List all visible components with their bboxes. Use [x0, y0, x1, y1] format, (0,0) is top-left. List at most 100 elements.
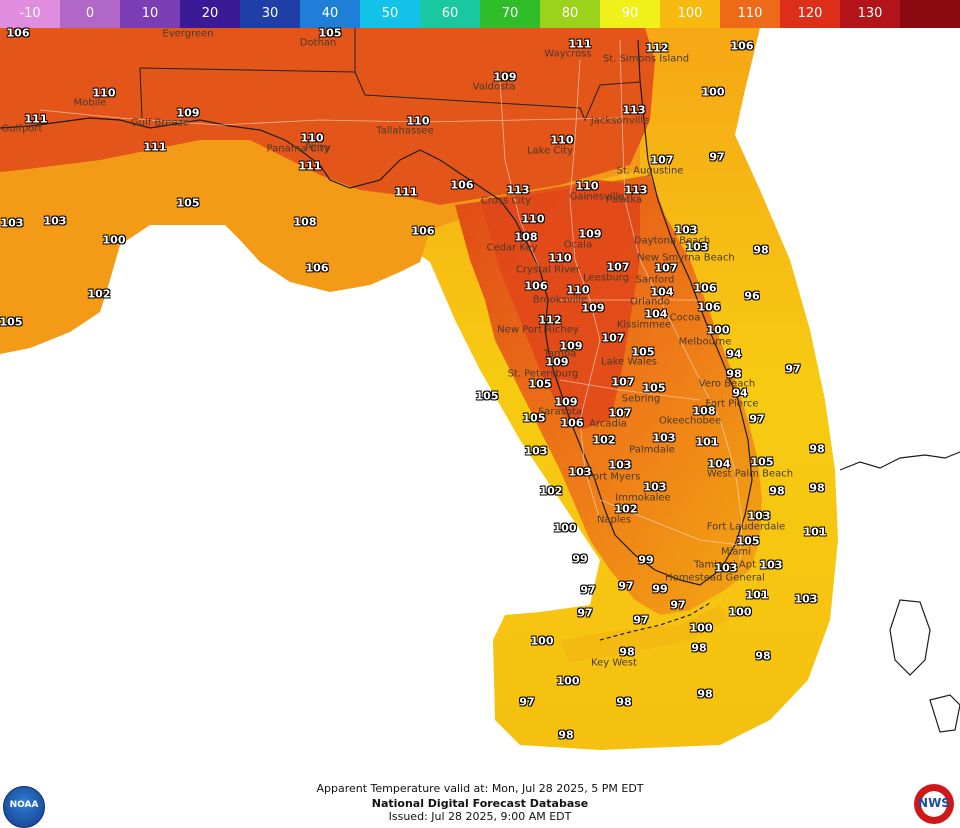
temperature-value: 111	[394, 185, 418, 199]
city-label: Gulf Breeze	[130, 117, 190, 129]
temperature-value: 107	[611, 375, 635, 389]
city-label: Naples	[596, 514, 632, 526]
temperature-value: 106	[450, 178, 474, 192]
temperature-value: 100	[102, 233, 126, 247]
temperature-value: 108	[692, 404, 716, 418]
city-label: Lake City	[526, 145, 574, 157]
temperature-value: 105	[528, 377, 552, 391]
temperature-value: 97	[580, 583, 596, 597]
city-label: Evergreen	[162, 28, 214, 40]
temperature-value: 106	[693, 281, 717, 295]
city-label: Cross City	[480, 195, 532, 207]
temperature-value: 99	[572, 552, 588, 566]
city-label: Crystal River	[515, 264, 581, 276]
temperature-value: 99	[652, 582, 668, 596]
temperature-value: 98	[726, 367, 742, 381]
temperature-value: 102	[592, 433, 616, 447]
city-label: Palmdale	[629, 444, 675, 456]
temperature-value: 109	[554, 395, 578, 409]
temperature-value: 106	[411, 224, 435, 238]
temperature-value: 99	[638, 553, 654, 567]
temperature-value: 109	[581, 301, 605, 315]
temperature-value: 106	[524, 279, 548, 293]
temperature-value: 103	[608, 458, 632, 472]
legend-swatch: 20	[180, 0, 240, 28]
temperature-value: 98	[691, 641, 707, 655]
issued-time-text: Issued: Jul 28 2025, 9:00 AM EDT	[388, 810, 572, 823]
temperature-value: 100	[553, 521, 577, 535]
noaa-logo[interactable]: NOAA	[3, 786, 45, 828]
temperature-value: 109	[545, 355, 569, 369]
temperature-value: 105	[736, 534, 760, 548]
temperature-value: 104	[650, 285, 674, 299]
temperature-value: 103	[652, 431, 676, 445]
temperature-value: 103	[685, 240, 709, 254]
temperature-value: 98	[755, 649, 771, 663]
legend-swatch: 130	[840, 0, 900, 28]
temperature-value: 110	[566, 283, 590, 297]
city-label: New Smyrna Beach	[637, 252, 735, 264]
coastline	[0, 39, 960, 733]
city-label: Melbourne	[678, 336, 732, 348]
temperature-value: 103	[524, 444, 548, 458]
temperature-value: 113	[506, 183, 530, 197]
nws-logo[interactable]: NWS	[914, 784, 954, 824]
city-label: Fort Pierce	[705, 398, 759, 410]
temperature-value: 109	[493, 70, 517, 84]
temperature-value: 105	[750, 455, 774, 469]
temperature-value: 97	[749, 412, 765, 426]
temperature-value: 108	[514, 230, 538, 244]
temperature-value: 98	[809, 481, 825, 495]
temperature-value: 100	[530, 634, 554, 648]
temperature-value: 101	[695, 435, 719, 449]
city-label: Mobile	[73, 97, 107, 109]
temperature-value: 97	[633, 613, 649, 627]
city-label: Dothan	[299, 37, 337, 49]
temperature-value: 104	[707, 457, 731, 471]
temperature-value: 111	[298, 159, 322, 173]
legend-swatch: 90	[600, 0, 660, 28]
city-label: Immokalee	[615, 492, 671, 504]
temperature-value: 106	[6, 26, 30, 40]
city-label: Waycross	[544, 48, 592, 60]
legend-swatch: 40	[300, 0, 360, 28]
temperature-value: 96	[744, 289, 760, 303]
city-label: Miami	[720, 546, 752, 558]
city-label: St. Petersburg	[507, 368, 579, 380]
legend-label: 130	[857, 6, 883, 21]
temperature-value: 100	[556, 674, 580, 688]
city-label: New Port Richey	[497, 324, 579, 336]
legend-label: 80	[561, 6, 579, 21]
temperature-value: 106	[305, 261, 329, 275]
city-label: Kissimmee	[616, 319, 672, 331]
temperature-value: 105	[642, 381, 666, 395]
city-label: Sebring	[621, 393, 661, 405]
city-label: Vero Beach	[698, 378, 756, 390]
temperature-value: 102	[614, 502, 638, 516]
city-label: Palatka	[605, 194, 643, 206]
temperature-value: 107	[654, 261, 678, 275]
city-label: St. Simons Island	[602, 53, 690, 65]
city-label: Key West	[591, 657, 637, 669]
city-label: Valdosta	[472, 81, 516, 93]
temperature-value: 110	[550, 133, 574, 147]
legend-label: 20	[201, 6, 219, 21]
map-footer: Apparent Temperature valid at: Mon, Jul …	[0, 780, 960, 827]
land-north	[0, 28, 655, 205]
temperature-value: 94	[726, 347, 742, 361]
legend-label: 0	[85, 6, 95, 21]
temperature-value: 108	[293, 215, 317, 229]
temperature-value: 106	[560, 416, 584, 430]
legend-label: 30	[261, 6, 279, 21]
temperature-value: 111	[568, 37, 592, 51]
apparent-temperature-map	[0, 28, 960, 750]
temperature-color-scale: -10 0 10 20 30 40 50 60 70 80 90 100 110 120 130	[0, 0, 960, 28]
city-label: Perry	[305, 142, 331, 154]
temperature-value: 113	[622, 103, 646, 117]
temperature-value: 98	[558, 728, 574, 742]
temperature-value: 98	[809, 442, 825, 456]
temperature-value: 103	[0, 216, 24, 230]
temperature-value: 103	[674, 223, 698, 237]
temperature-value: 110	[548, 251, 572, 265]
city-label: Brooksville	[532, 294, 588, 306]
